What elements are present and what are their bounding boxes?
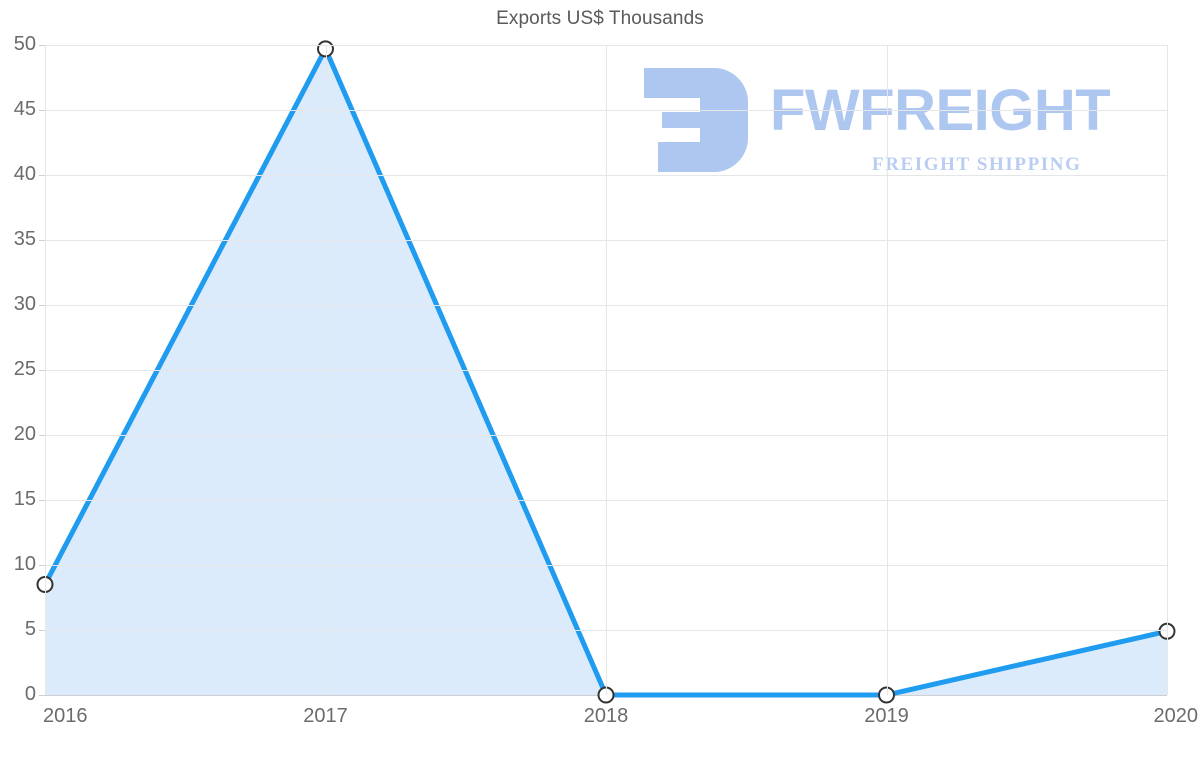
y-axis-tick-label: 10 [13,553,36,575]
gridline-vertical [886,45,888,695]
x-axis-tick-label: 2020 [1153,705,1199,727]
y-axis-tick-mark [39,240,45,241]
y-axis-tick-mark [39,695,45,696]
chart-title: Exports US$ Thousands [496,8,704,29]
y-axis-tick-label: 25 [13,358,36,380]
plot-area [36,40,1176,704]
y-axis-tick-labels: 0 5 10 15 20 25 30 35 40 45 50 [0,33,1200,705]
y-axis-tick-mark [39,110,45,111]
gridline-vertical [325,45,327,695]
y-axis-tick-label: 45 [13,98,36,120]
x-axis-tick-label: 2017 [303,705,348,727]
y-axis-tick-label: 30 [13,293,36,315]
y-axis-tick-label: 40 [13,163,36,185]
gridline-vertical [45,45,46,695]
y-axis-tick-mark [39,500,45,501]
gridline-vertical [606,45,607,695]
gridline-vertical [1167,45,1168,695]
x-axis-tick-label: 2018 [583,705,629,727]
y-axis-tick-mark [39,435,45,436]
y-axis-tick-mark [39,45,45,46]
y-axis-tick-label: 5 [24,618,36,640]
y-axis-tick-label: 50 [13,33,36,55]
y-axis-tick-mark [39,370,45,371]
x-axis-tick-label: 2019 [864,705,909,727]
x-axis-tick-label: 2016 [43,705,88,727]
y-axis-tick-label: 35 [13,228,36,250]
y-axis-tick-mark [39,175,45,176]
y-axis-tick-label: 15 [13,488,36,510]
y-axis-tick-mark [39,305,45,306]
y-axis-tick-label: 20 [13,423,36,445]
y-axis-tick-mark [39,630,45,631]
y-axis-tick-label: 0 [24,683,36,705]
y-axis-tick-mark [39,565,45,566]
